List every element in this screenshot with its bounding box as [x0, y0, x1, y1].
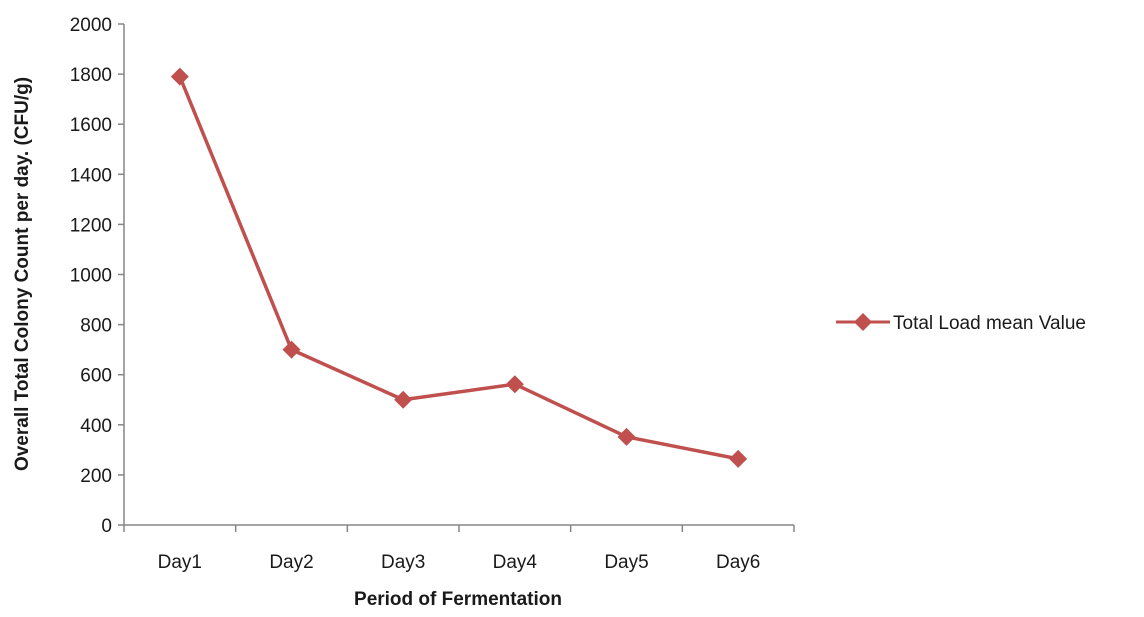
- y-tick-label: 1200: [70, 215, 112, 236]
- data-point: [282, 340, 301, 359]
- x-tick-label: Day3: [381, 552, 425, 573]
- legend: Total Load mean Value: [836, 313, 1086, 334]
- series: [170, 67, 748, 468]
- series-line: [178, 75, 739, 461]
- y-axis-title: Overall Total Colony Count per day. (CFU…: [12, 77, 33, 471]
- y-tick-label: 1400: [70, 165, 112, 186]
- axes: [118, 23, 795, 532]
- y-tick-label: 800: [80, 316, 112, 337]
- y-tick-label: 2000: [70, 15, 112, 36]
- y-tick-label: 600: [80, 366, 112, 387]
- y-tick-label: 200: [80, 466, 112, 487]
- y-tick-label: 1800: [70, 65, 112, 86]
- data-point: [394, 390, 413, 409]
- x-tick-label: Day6: [716, 552, 760, 573]
- data-point: [617, 427, 636, 446]
- y-tick-label: 0: [101, 516, 112, 537]
- data-point: [505, 375, 524, 394]
- x-tick-label: Day2: [269, 552, 313, 573]
- x-axis-title: Period of Fermentation: [354, 589, 562, 610]
- y-tick-label: 400: [80, 416, 112, 437]
- x-tick-label: Day1: [158, 552, 202, 573]
- y-tick-label: 1000: [70, 266, 112, 287]
- data-point: [729, 449, 748, 468]
- legend-marker: [854, 313, 872, 331]
- x-tick-label: Day5: [604, 552, 648, 573]
- legend-label: Total Load mean Value: [893, 313, 1086, 334]
- y-tick-label: 1600: [70, 115, 112, 136]
- data-point: [170, 67, 189, 86]
- tick-labels: 0 200 400 600 800 1000 1200 1400 1600 1800 2000 Day…: [70, 15, 761, 573]
- x-tick-label: Day4: [493, 552, 538, 573]
